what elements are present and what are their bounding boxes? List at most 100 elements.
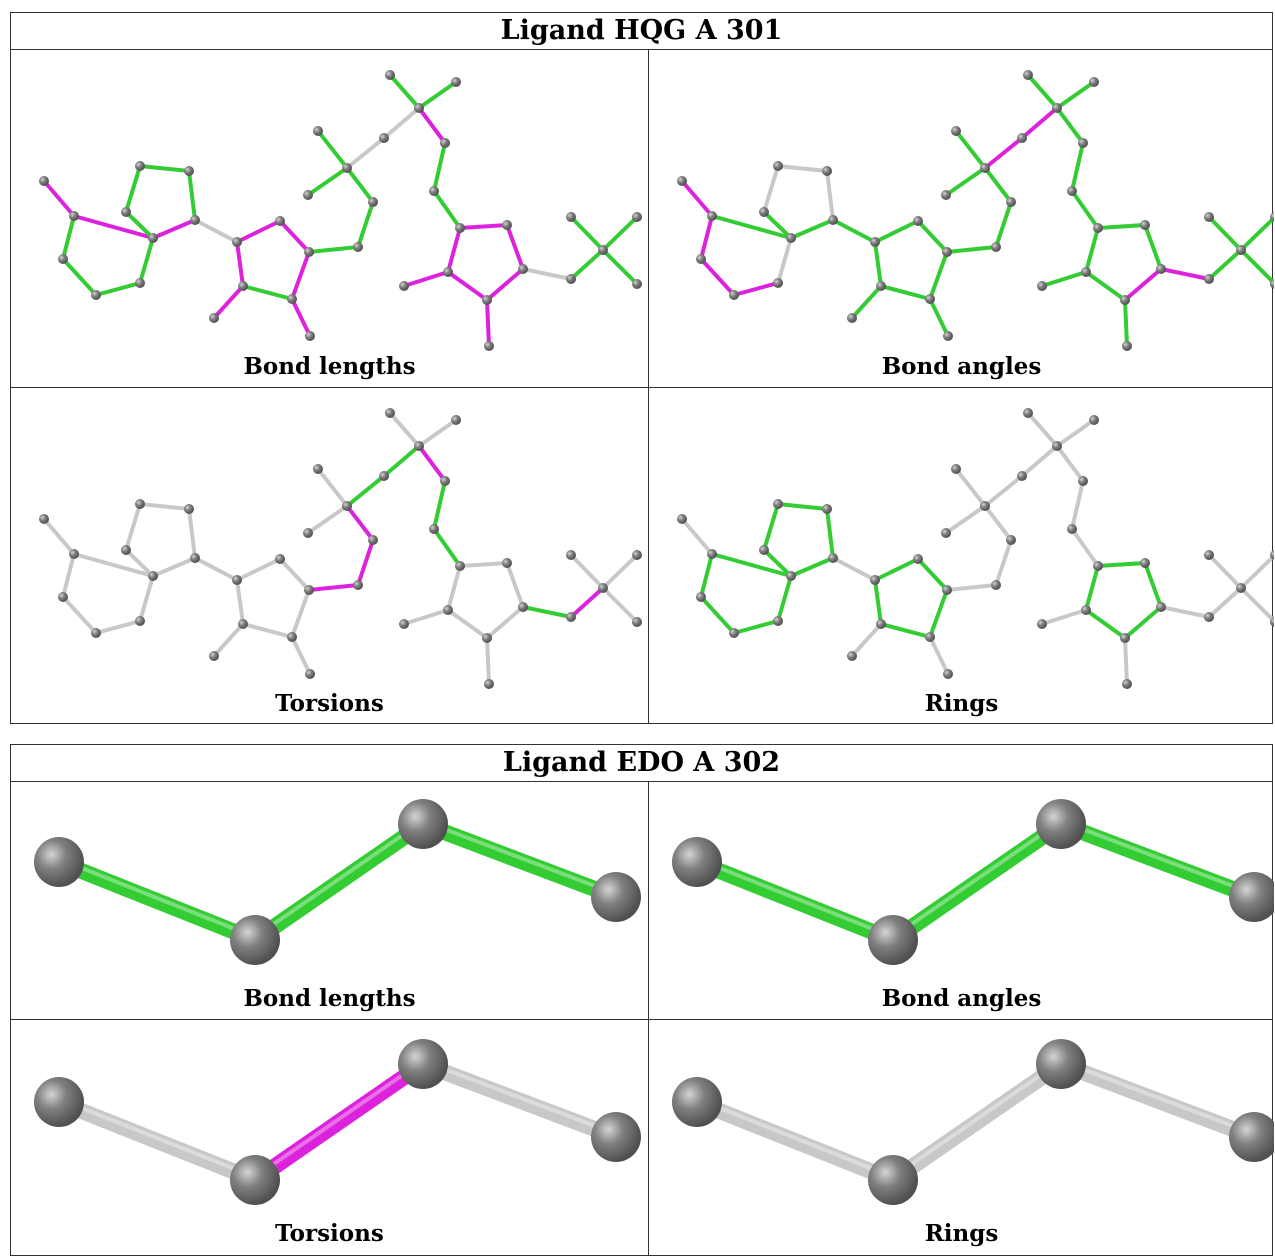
molecule-diagram: [39, 70, 642, 351]
atom: [184, 166, 194, 176]
molecule-diagram: [34, 799, 641, 965]
bond: [928, 635, 950, 676]
bond: [458, 561, 509, 568]
bond: [345, 166, 375, 204]
atom: [677, 176, 687, 186]
bond: [1040, 270, 1088, 288]
bond: [1096, 561, 1147, 568]
atom: [518, 602, 528, 612]
bond: [762, 548, 793, 578]
atom: [1006, 197, 1016, 207]
atom: [303, 528, 313, 538]
atom: [368, 535, 378, 545]
bond-highlight: [891, 1059, 1063, 1179]
bond: [1207, 553, 1243, 590]
atom: [379, 471, 389, 481]
atom: [1067, 186, 1077, 196]
atom: [1023, 408, 1033, 418]
bond: [432, 141, 447, 193]
bond-highlight: [422, 819, 617, 896]
bond: [187, 507, 197, 560]
atom: [429, 524, 439, 534]
bond: [680, 517, 714, 556]
atom: [773, 499, 783, 509]
bond: [124, 164, 142, 214]
atom: [502, 558, 512, 568]
bond: [485, 636, 491, 686]
atom: [876, 281, 886, 291]
molecule-diagram: [677, 408, 1274, 689]
bond: [356, 538, 375, 587]
bond: [994, 200, 1013, 249]
atom: [822, 504, 832, 514]
bond: [762, 210, 793, 240]
bond: [1084, 608, 1127, 640]
bond: [420, 816, 619, 905]
bond: [61, 214, 76, 261]
atom: [943, 669, 953, 679]
bond: [1070, 527, 1100, 568]
bond: [873, 240, 883, 288]
atom: [313, 464, 323, 474]
atom: [353, 242, 363, 252]
bond-highlight: [253, 1059, 425, 1179]
bond: [1207, 586, 1243, 619]
atom: [1122, 679, 1132, 689]
bond: [56, 1094, 258, 1188]
bond: [1084, 564, 1100, 612]
cell-label: Bond angles: [881, 353, 1042, 380]
bond: [1239, 215, 1274, 252]
atom: [1089, 77, 1099, 87]
ligand-title: Ligand HQG A 301: [11, 13, 1272, 50]
bond: [235, 240, 245, 288]
bond: [1143, 561, 1163, 609]
bond: [945, 245, 998, 254]
atom: [1140, 220, 1150, 230]
bond-highlight: [1060, 819, 1255, 896]
atom: [303, 190, 313, 200]
atom: [399, 619, 409, 629]
atom: [1156, 602, 1166, 612]
cell-torsions: Torsions: [11, 388, 648, 724]
atom: [455, 561, 465, 571]
atom: [1270, 550, 1274, 560]
bond: [42, 179, 76, 218]
bond: [789, 218, 835, 240]
bond: [1070, 189, 1100, 230]
atom: [1052, 103, 1062, 113]
atom: [398, 799, 448, 849]
bond: [1055, 444, 1085, 483]
atom: [1204, 612, 1214, 622]
bond: [485, 298, 491, 348]
bond: [1058, 1056, 1257, 1145]
bond: [345, 474, 386, 508]
bond-highlight: [696, 857, 894, 939]
bond: [290, 297, 312, 338]
atom: [696, 592, 706, 602]
bond: [388, 411, 421, 448]
bond: [1020, 444, 1059, 478]
atom: [440, 476, 450, 486]
atom: [443, 605, 453, 615]
bond: [521, 267, 573, 281]
bond: [417, 80, 458, 110]
bond: [710, 214, 793, 240]
atom: [632, 279, 642, 289]
atom: [943, 331, 953, 341]
bond: [56, 854, 258, 948]
bond: [417, 418, 458, 448]
bond: [306, 166, 349, 197]
bond: [850, 284, 883, 320]
cell-bond-angles: Bond angles: [649, 50, 1274, 387]
atom: [1052, 441, 1062, 451]
atom: [209, 651, 219, 661]
molecule-diagram: [672, 1039, 1274, 1205]
atom: [1023, 70, 1033, 80]
bond: [61, 552, 76, 599]
bond: [601, 586, 639, 624]
bond: [680, 179, 714, 218]
bond: [138, 236, 155, 285]
atom: [121, 207, 131, 217]
bond-highlight: [253, 819, 425, 939]
atom: [925, 632, 935, 642]
